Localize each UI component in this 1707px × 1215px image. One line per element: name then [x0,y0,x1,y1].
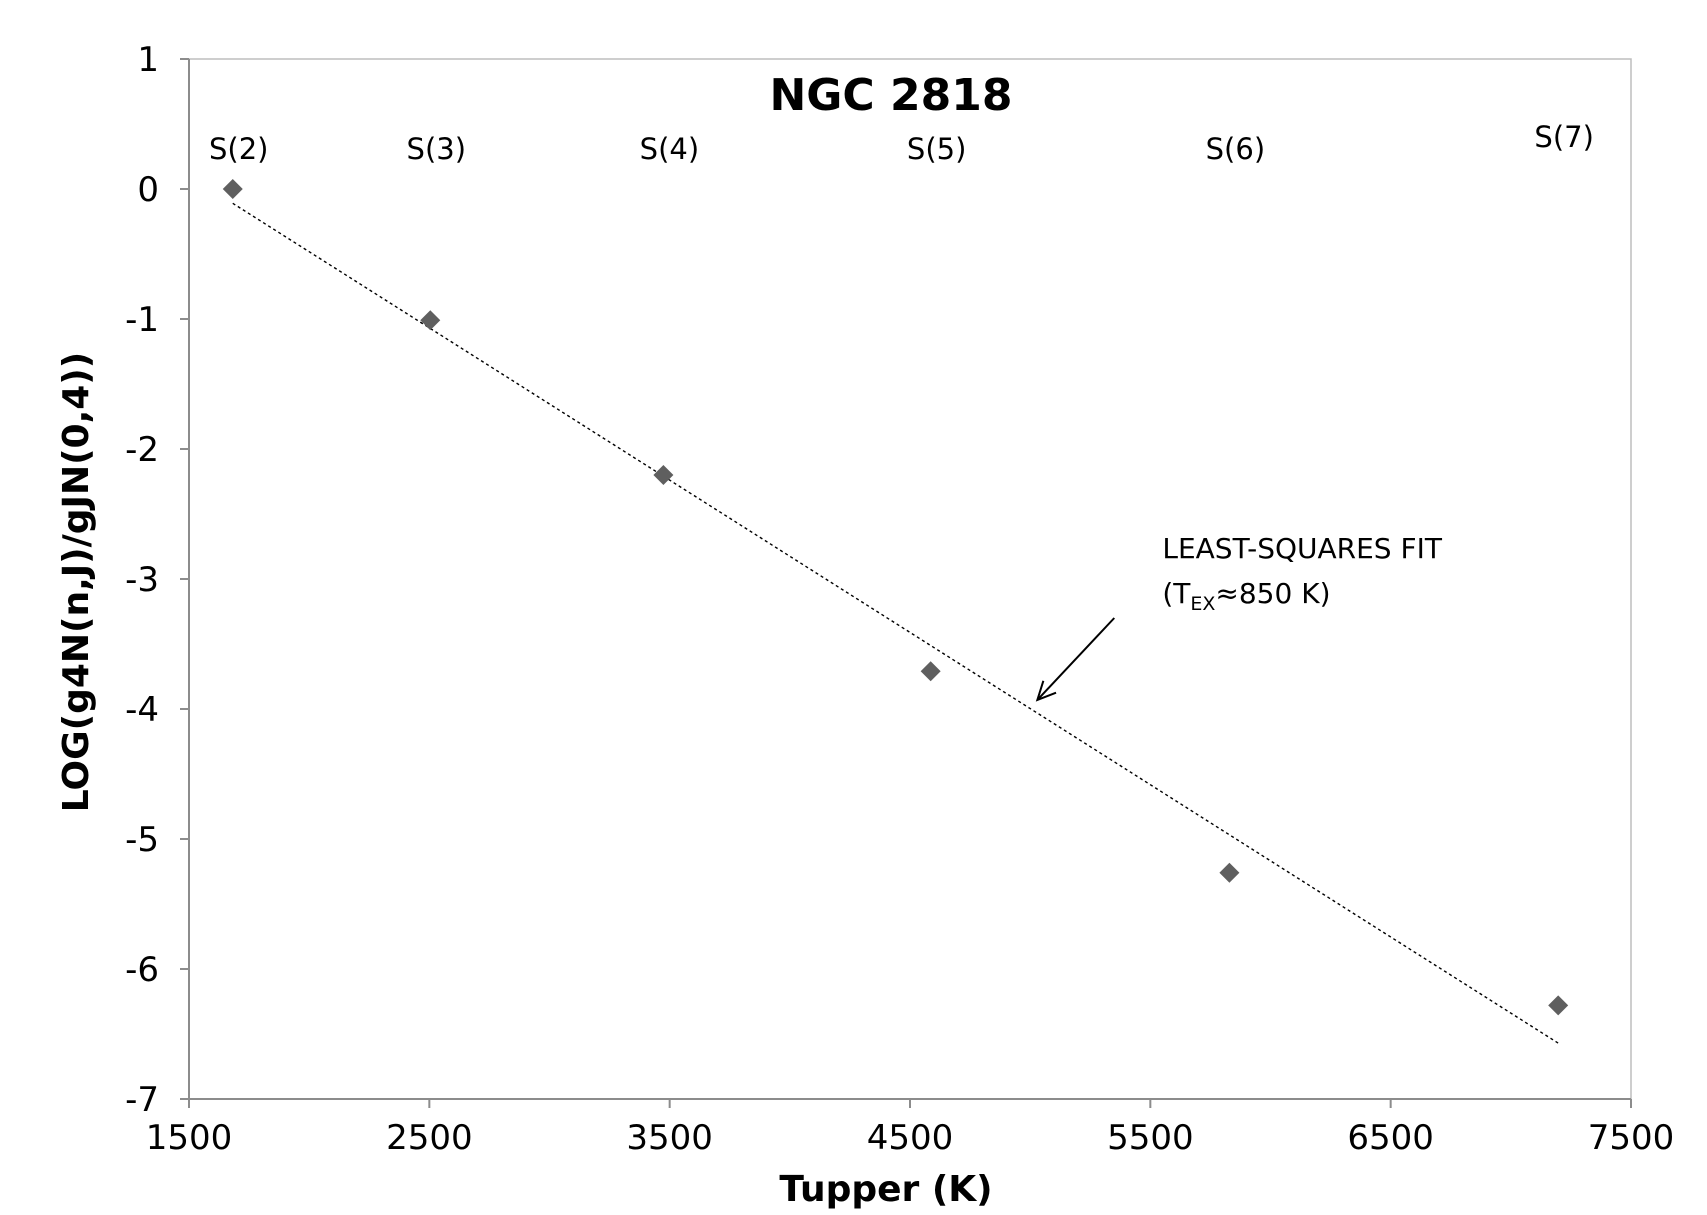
y-tick-label: -5 [125,820,159,860]
y-tick-label: -1 [125,300,159,340]
data-point [920,661,941,682]
fit-annotation-subscript: EX [1190,593,1215,615]
chart-title: NGC 2818 [769,70,1012,121]
data-point [420,310,441,331]
x-tick-label: 1500 [146,1118,233,1158]
point-label: S(2) [209,132,269,166]
data-points [222,179,1569,1016]
point-label: S(3) [407,132,467,166]
fit-annotation-suffix: ≈850 K) [1215,577,1330,610]
point-label: S(4) [640,132,700,166]
data-point [222,179,243,199]
y-tick-label: 1 [137,40,159,80]
x-tick-label: 2500 [386,1118,473,1158]
data-point [1548,995,1569,1016]
fit-annotation-prefix: (T [1162,577,1191,610]
y-tick-label: -4 [125,690,159,730]
x-axis-ticks: 1500 2500 3500 4500 5500 6500 7500 [146,1099,1675,1158]
x-tick-label: 3500 [626,1118,713,1158]
fit-annotation-temperature: (TEX≈850 K) [1162,577,1330,615]
y-tick-label: 0 [137,170,159,210]
point-label: S(7) [1534,120,1594,154]
point-label: S(5) [907,132,967,166]
point-label: S(6) [1206,132,1266,166]
y-tick-label: -3 [125,560,159,600]
x-tick-label: 4500 [867,1118,954,1158]
fit-annotation-label: LEAST-SQUARES FIT [1162,532,1443,565]
fit-annotation-arrowhead [1035,680,1057,702]
y-tick-label: -2 [125,430,159,470]
y-tick-label: -6 [125,950,159,990]
data-point [653,465,674,485]
y-tick-label: -7 [125,1080,159,1120]
x-axis-title: Tupper (K) [779,1169,992,1210]
x-tick-label: 7500 [1588,1118,1675,1158]
x-tick-label: 5500 [1107,1118,1194,1158]
data-point [1219,862,1240,883]
y-axis-ticks: 1 0 -1 -2 -3 -4 -5 -6 -7 [125,40,189,1120]
fit-annotation-arrow [1036,617,1116,701]
x-tick-label: 6500 [1347,1118,1434,1158]
y-axis-title: LOG(g4N(n,J)/gJN(0,4)) [56,352,97,812]
fit-annotation: LEAST-SQUARES FIT (TEX≈850 K) [1035,532,1443,702]
point-labels: S(2) S(3) S(4) S(5) S(6) S(7) [209,120,1594,166]
